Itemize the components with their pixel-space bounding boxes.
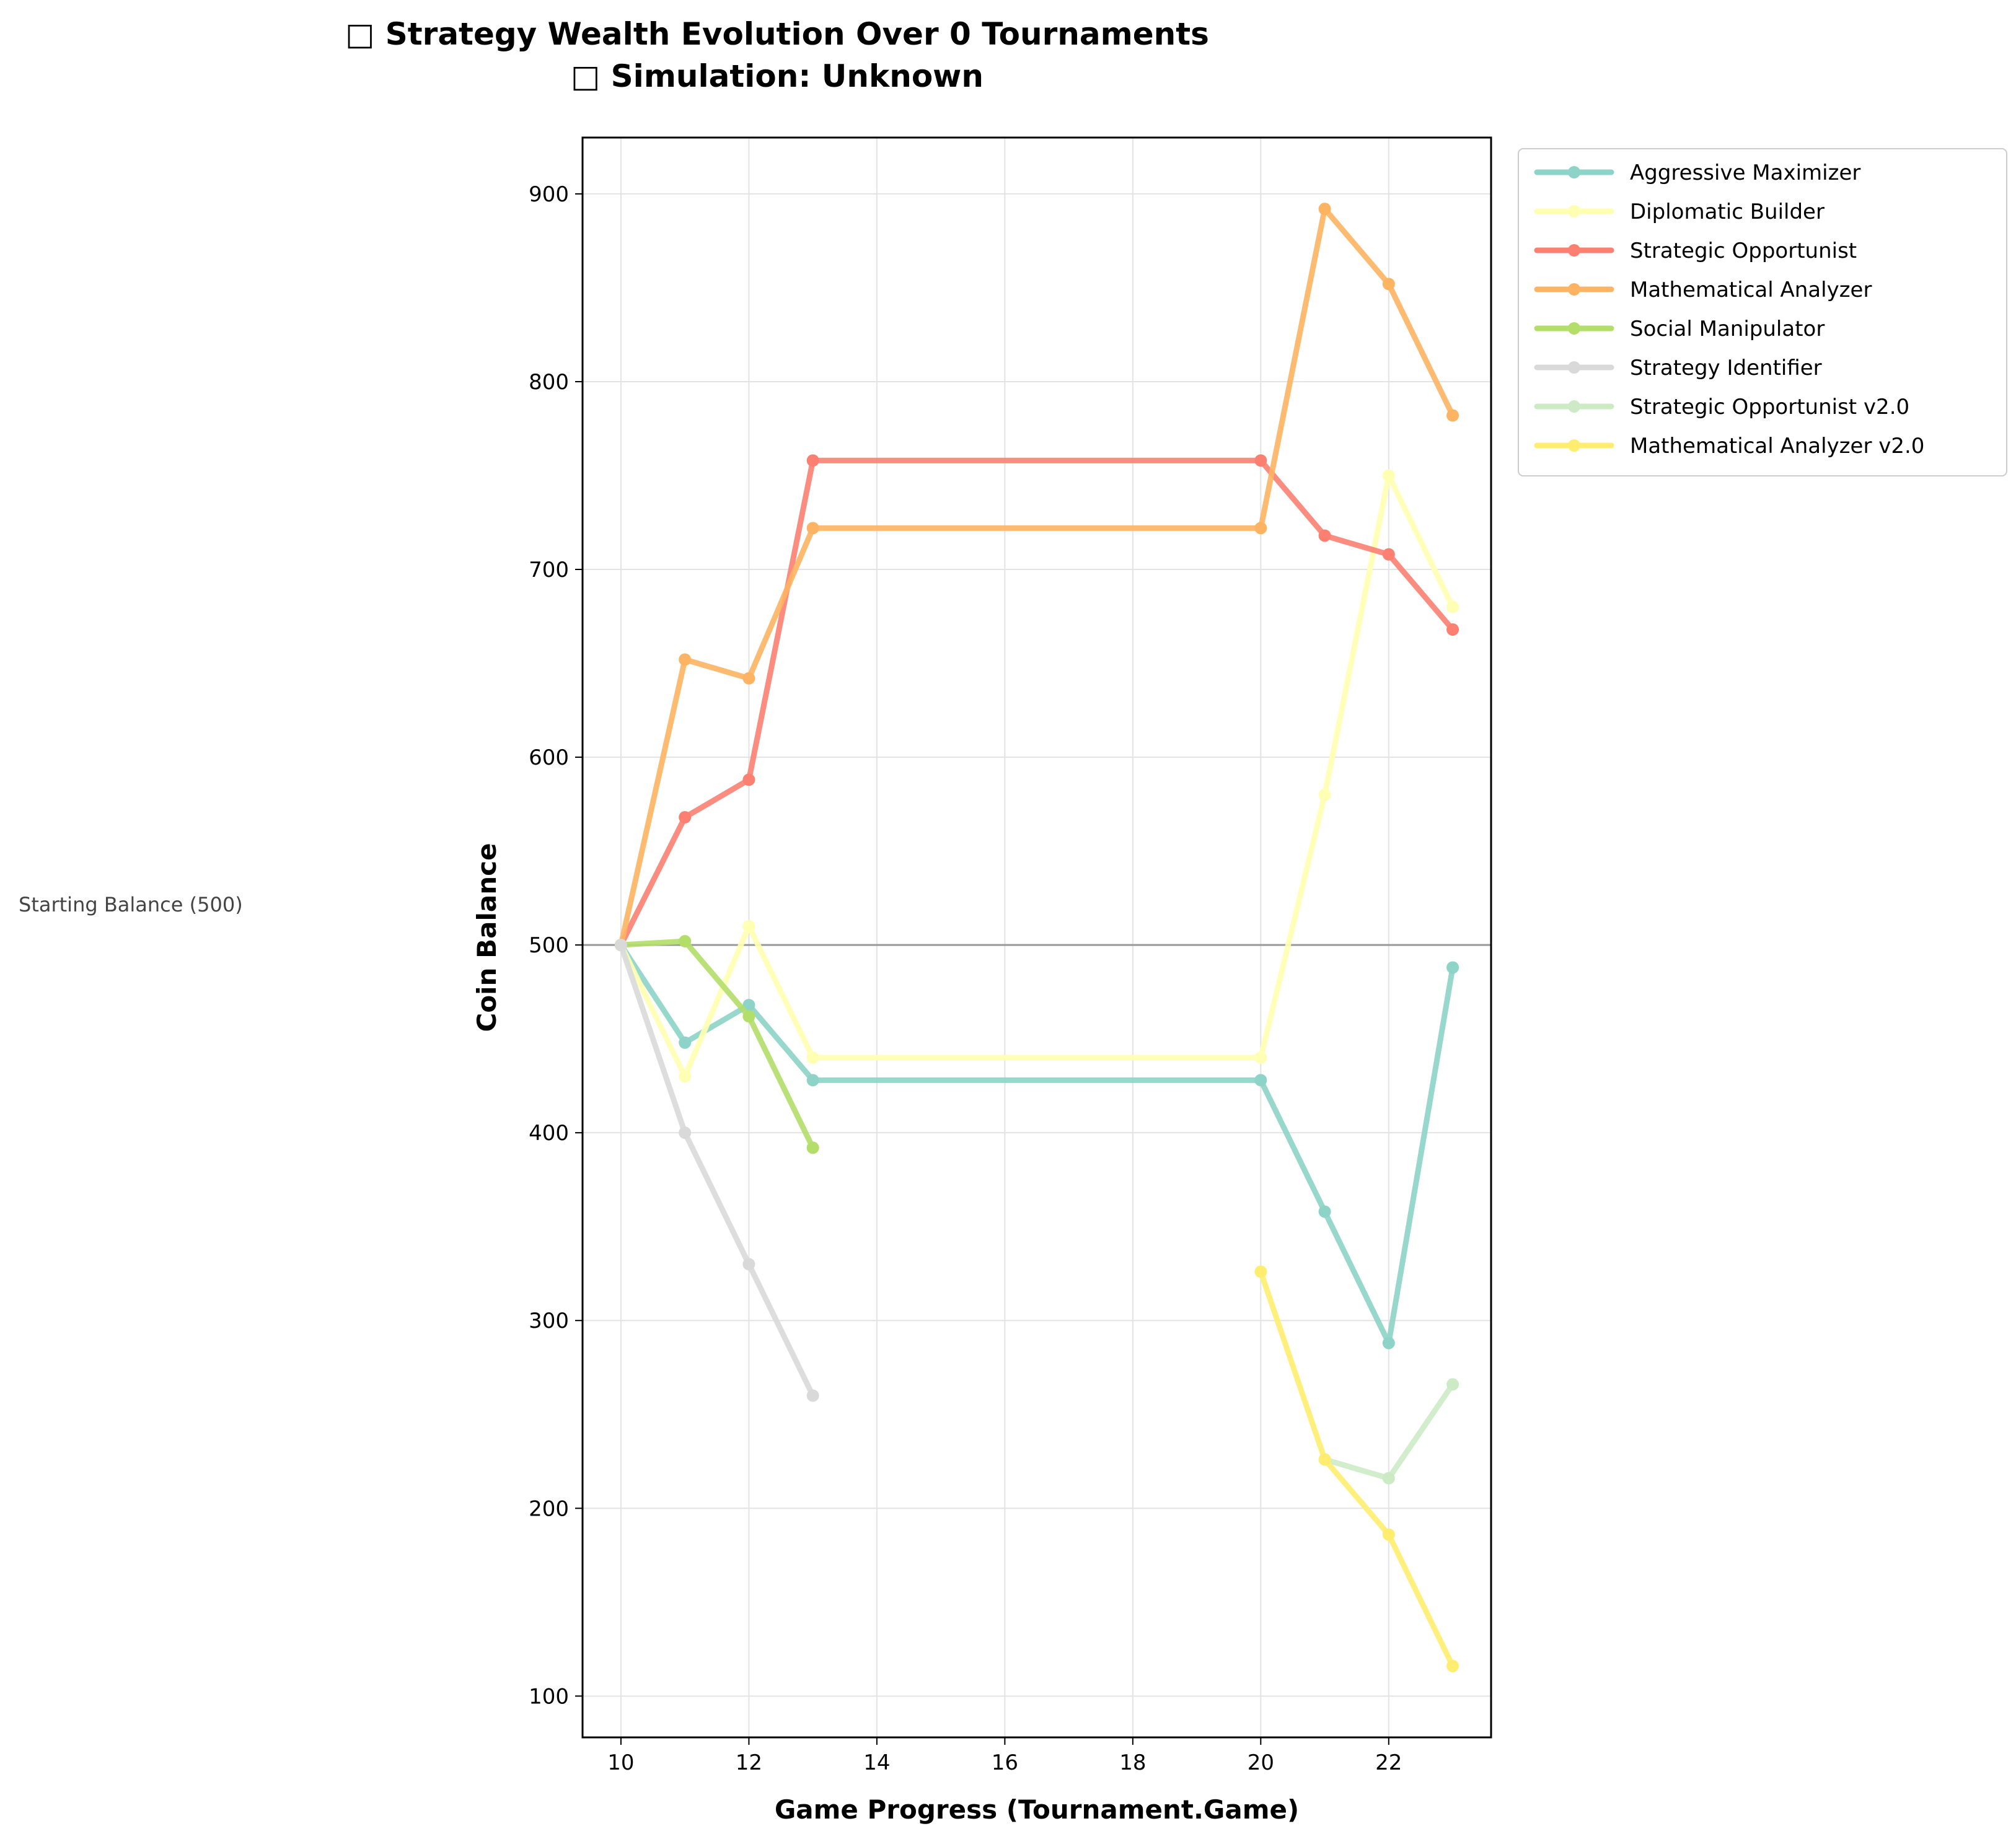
- legend-swatch-marker: [1568, 400, 1580, 413]
- y-tick-label: 300: [529, 1309, 569, 1333]
- data-point: [1318, 1453, 1331, 1466]
- data-point: [742, 672, 755, 685]
- legend-swatch-marker: [1568, 439, 1580, 452]
- y-tick-label: 100: [529, 1684, 569, 1709]
- legend-swatch-marker: [1568, 205, 1580, 217]
- y-tick-label: 600: [529, 745, 569, 770]
- data-point: [806, 1051, 819, 1064]
- legend: Aggressive Maximizer Diplomatic Builder St…: [1518, 148, 2007, 476]
- data-point: [1382, 469, 1395, 482]
- legend-swatch-marker: [1568, 361, 1580, 374]
- data-point: [1254, 1265, 1267, 1278]
- data-point: [1318, 788, 1331, 801]
- starting-balance-reference: Starting Balance (500): [19, 893, 1491, 946]
- legend-entry-label: Social Manipulator: [1630, 317, 1825, 341]
- legend-swatch-marker: [1568, 322, 1580, 335]
- grid-lines: [583, 138, 1491, 1737]
- x-tick-label: 18: [1119, 1750, 1146, 1775]
- data-point: [1254, 522, 1267, 535]
- legend-swatch-marker: [1568, 244, 1580, 257]
- series-line: [618, 457, 1456, 948]
- chart-title-line-2: □ Simulation: Unknown: [571, 58, 984, 94]
- legend-entry-label: Mathematical Analyzer: [1630, 278, 1872, 302]
- y-tick-label: 400: [529, 1121, 569, 1146]
- data-point: [679, 1070, 692, 1083]
- series-line: [618, 942, 1456, 1346]
- data-point: [1254, 454, 1267, 467]
- legend-entry-label: Aggressive Maximizer: [1630, 160, 1860, 185]
- series-line: [618, 206, 1456, 948]
- data-point: [806, 454, 819, 467]
- y-tick-label: 900: [529, 182, 569, 207]
- data-point: [1382, 1528, 1395, 1541]
- data-point: [1382, 1336, 1395, 1350]
- x-axis-ticks: 10 12 14 16 18 20 22: [607, 1737, 1402, 1775]
- y-axis-label: Coin Balance: [472, 843, 502, 1032]
- data-point: [742, 1258, 755, 1271]
- series-group: [614, 939, 819, 1402]
- data-point: [806, 1389, 819, 1402]
- x-tick-label: 10: [607, 1750, 634, 1775]
- x-axis-label: Game Progress (Tournament.Game): [775, 1794, 1299, 1825]
- data-point: [1446, 1378, 1459, 1391]
- data-point: [742, 1010, 755, 1023]
- y-tick-label: 800: [529, 370, 569, 395]
- series-line: [618, 942, 816, 1398]
- data-point: [679, 1036, 692, 1049]
- starting-balance-label: Starting Balance (500): [19, 893, 243, 916]
- x-tick-label: 20: [1248, 1750, 1274, 1775]
- legend-entry-label: Strategy Identifier: [1630, 356, 1822, 380]
- data-point: [806, 1141, 819, 1154]
- data-point: [1318, 203, 1331, 216]
- data-point: [806, 1074, 819, 1087]
- series-line: [1257, 1268, 1456, 1669]
- legend-swatch-marker: [1568, 283, 1580, 296]
- series-line: [618, 472, 1456, 1079]
- legend-entry-label: Strategic Opportunist v2.0: [1630, 395, 1909, 419]
- data-point: [1254, 1074, 1267, 1087]
- data-point: [1382, 1472, 1395, 1485]
- data-point: [614, 939, 627, 952]
- x-tick-label: 12: [736, 1750, 762, 1775]
- data-point: [742, 999, 755, 1012]
- y-tick-label: 500: [529, 933, 569, 958]
- legend-frame: [1518, 148, 2007, 476]
- data-point: [679, 811, 692, 824]
- data-point: [1382, 278, 1395, 291]
- y-axis-ticks: 100 200 300 400 500 600 700 800 900: [529, 182, 583, 1709]
- series-group: [1254, 1265, 1459, 1672]
- x-tick-label: 16: [992, 1750, 1018, 1775]
- series-group: [614, 454, 1459, 952]
- y-tick-label: 200: [529, 1496, 569, 1521]
- y-tick-label: 700: [529, 558, 569, 582]
- data-point: [679, 935, 692, 948]
- series-lines: [614, 203, 1459, 1672]
- legend-entry-label: Diplomatic Builder: [1630, 200, 1825, 224]
- x-tick-label: 14: [863, 1750, 890, 1775]
- data-point: [806, 522, 819, 535]
- data-point: [742, 773, 755, 786]
- legend-entry-label: Strategic Opportunist: [1630, 239, 1857, 263]
- data-point: [742, 920, 755, 933]
- data-point: [679, 1126, 692, 1139]
- data-point: [1382, 548, 1395, 561]
- data-point: [1318, 1205, 1331, 1218]
- series-line: [618, 938, 816, 1151]
- chart-title-line-1: □ Strategy Wealth Evolution Over 0 Tourn…: [345, 16, 1209, 52]
- data-point: [1446, 961, 1459, 974]
- data-point: [1446, 1659, 1459, 1672]
- legend-swatch-marker: [1568, 166, 1580, 178]
- legend-entry-label: Mathematical Analyzer v2.0: [1630, 434, 1924, 459]
- data-point: [1254, 1051, 1267, 1064]
- data-point: [1446, 600, 1459, 613]
- data-point: [1446, 409, 1459, 422]
- data-point: [679, 653, 692, 666]
- plot-frame: [581, 136, 1492, 1739]
- data-point: [1318, 529, 1331, 542]
- data-point: [1446, 623, 1459, 636]
- x-tick-label: 22: [1375, 1750, 1402, 1775]
